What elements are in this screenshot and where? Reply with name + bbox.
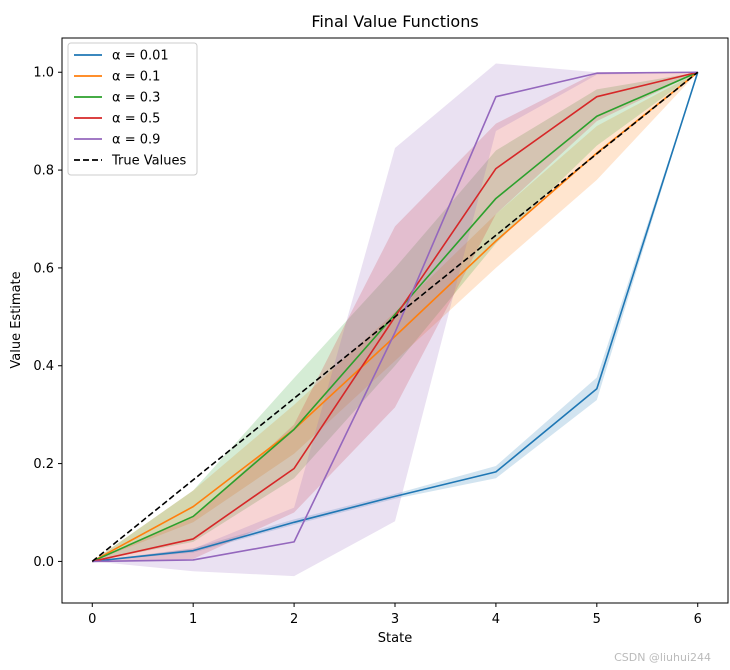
legend-label: α = 0.5 xyxy=(112,112,160,127)
y-axis-label: Value Estimate xyxy=(9,271,24,368)
legend-label: α = 0.01 xyxy=(112,49,169,64)
series-5-band xyxy=(92,63,698,577)
series-5-line xyxy=(92,71,698,563)
x-tick-label: 2 xyxy=(290,612,298,627)
x-tick-label: 0 xyxy=(88,612,96,627)
legend-label: α = 0.1 xyxy=(112,70,160,85)
legend-label: α = 0.9 xyxy=(112,133,160,148)
series-6-line xyxy=(91,71,699,563)
x-axis-ticks: 0 1 2 3 4 5 6 xyxy=(88,603,702,627)
series-1-line xyxy=(92,71,699,563)
series-lines xyxy=(91,71,699,563)
watermark: CSDN @liuhui244 xyxy=(614,651,711,664)
series-1-band xyxy=(92,72,698,562)
chart-title: Final Value Functions xyxy=(311,12,478,31)
y-tick-label: 1.0 xyxy=(33,66,54,81)
legend-label: α = 0.3 xyxy=(112,91,160,106)
y-tick-label: 0.8 xyxy=(33,164,54,179)
x-tick-label: 4 xyxy=(492,612,500,627)
series-3-line xyxy=(91,71,699,563)
legend-label: True Values xyxy=(111,154,186,169)
legend-entry-0-9: α = 0.9 xyxy=(74,133,160,148)
legend: α = 0.01 α = 0.1 α = 0.3 α = 0.5 α = 0.9 True… xyxy=(67,42,198,176)
legend-entry-0-01: α = 0.01 xyxy=(74,49,169,64)
y-tick-label: 0.4 xyxy=(33,359,54,374)
legend-entry-0-5: α = 0.5 xyxy=(74,112,160,127)
y-tick-label: 0.2 xyxy=(33,457,54,472)
legend-entry-0-1: α = 0.1 xyxy=(74,70,160,85)
x-axis-label: State xyxy=(378,631,412,646)
legend-entry-true-values: True Values xyxy=(74,154,186,169)
x-tick-label: 1 xyxy=(189,612,197,627)
x-tick-label: 5 xyxy=(593,612,601,627)
y-tick-label: 0.6 xyxy=(33,261,54,276)
legend-entry-0-3: α = 0.3 xyxy=(74,91,160,106)
x-tick-label: 6 xyxy=(694,612,702,627)
x-tick-label: 3 xyxy=(391,612,399,627)
y-axis-ticks: 0.0 0.2 0.4 0.6 0.8 1.0 xyxy=(33,66,62,570)
y-tick-label: 0.0 xyxy=(33,555,54,570)
